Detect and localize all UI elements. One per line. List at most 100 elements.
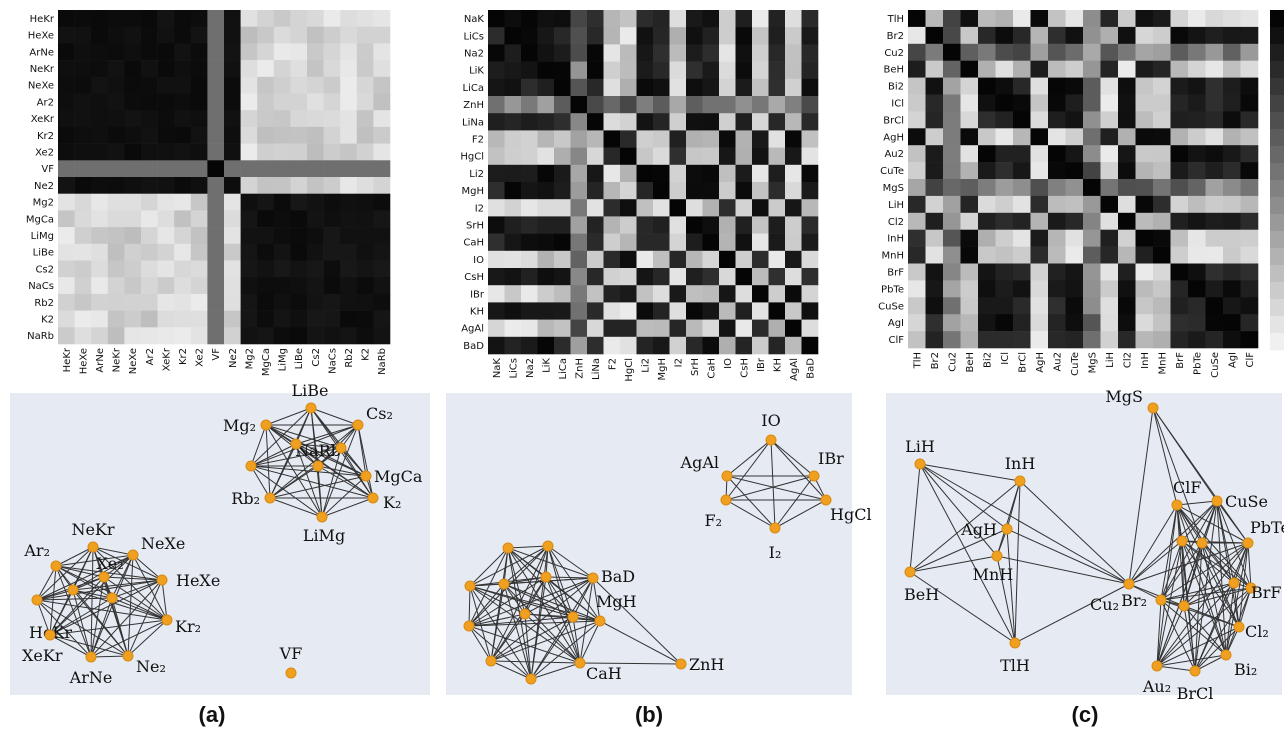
heatmap-cell [373,260,391,278]
y-tick-label: BrF [887,267,904,278]
network-edge [1160,599,1196,672]
network-edge [127,579,163,657]
network-edge [250,424,359,467]
heatmap-cell [653,44,670,62]
heatmap-cell [157,210,175,228]
heatmap-cell [653,336,670,355]
heatmap-cell [340,143,358,161]
heatmap-cell [1135,246,1154,264]
heatmap-cell [257,126,275,144]
network-node [290,438,302,450]
heatmap-cell [141,327,158,345]
heatmap-cell [620,44,637,62]
heatmap-cell [124,143,142,161]
heatmap-cell [587,130,604,148]
heatmap-cell [91,76,109,94]
network-edge [1176,504,1252,589]
heatmap-cell [752,130,769,148]
heatmap-cell [224,210,241,228]
heatmap-cell [537,302,555,320]
heatmap-cell [141,243,158,261]
network-edge [72,589,129,657]
heatmap-cell [1205,314,1224,332]
x-tick-label: Cs2 [311,348,322,367]
heatmap-cell [537,44,555,62]
network-edge [469,585,526,615]
heatmap-cell [925,162,944,180]
network-node [567,611,579,623]
x-tick-label: XeKr [161,347,172,371]
heatmap-cell [768,113,786,131]
heatmap-cell [636,319,654,338]
heatmap-cell [1100,212,1119,230]
heatmap-cell [943,297,961,315]
network-node [1014,475,1026,487]
heatmap-cell [1153,26,1171,45]
heatmap-cell [978,60,996,78]
x-tick-label: MgH [657,358,668,381]
heatmap-cell [1188,195,1206,214]
heatmap-cell [1205,162,1224,180]
heatmap-cell [719,233,736,252]
heatmap-cell [537,285,555,303]
heatmap-cell [307,177,324,194]
heatmap-cell [1048,280,1066,298]
heatmap-cell [768,268,786,286]
network-edge [36,565,57,601]
heatmap-cell [603,96,621,114]
heatmap-cell [307,60,324,78]
network-node [1147,402,1159,414]
heatmap-cell [307,327,324,345]
heatmap-cell [257,293,275,311]
heatmap-cell [1048,10,1066,28]
network-edge [490,620,601,662]
heatmap-cell [768,61,786,80]
heatmap-cell [124,210,142,228]
colorbar-step [1270,197,1284,215]
heatmap-cell [504,216,522,234]
heatmap-cell [960,246,979,264]
network-edge [545,576,581,664]
heatmap-cell [74,277,92,295]
heatmap-cell [207,26,225,44]
network-edge [1183,587,1252,607]
heatmap-cell [157,293,175,311]
network-edge [90,554,134,658]
heatmap-cell [587,199,604,217]
heatmap-cell [257,327,275,345]
network-node-label: MgS [1105,387,1143,406]
heatmap-cell [91,327,109,345]
heatmap-cell [1153,145,1171,163]
heatmap-cell [1048,246,1066,264]
colorbar-step [1270,95,1284,113]
heatmap-cell [735,285,753,303]
heatmap-cell [190,293,208,311]
network-edge [469,585,601,622]
heatmap-cell [978,94,996,112]
network-edge [1181,540,1252,589]
heatmap-cell [768,44,786,62]
heatmap-cell [157,310,175,328]
heatmap-cell [521,96,538,114]
heatmap-cell [995,10,1014,28]
heatmap-cell [340,177,358,194]
heatmap-cell [1205,26,1224,45]
heatmap-cell [537,336,555,355]
network-edge [90,576,105,658]
heatmap-cell [702,319,720,338]
heatmap-cell [801,285,819,303]
network-node [485,655,497,667]
heatmap-cell [603,268,621,286]
heatmap-cell [1013,246,1031,264]
network-edge [90,597,113,658]
heatmap-cell [1170,10,1189,28]
heatmap-cell [323,10,341,27]
heatmap-cell [1153,229,1171,247]
heatmap-cell [702,164,720,183]
network-edge [49,597,113,636]
heatmap-cell [141,76,158,94]
heatmap-cell [340,277,358,295]
heatmap-cell [1083,195,1101,214]
network-node [1171,499,1183,511]
heatmap-cell [340,210,358,228]
